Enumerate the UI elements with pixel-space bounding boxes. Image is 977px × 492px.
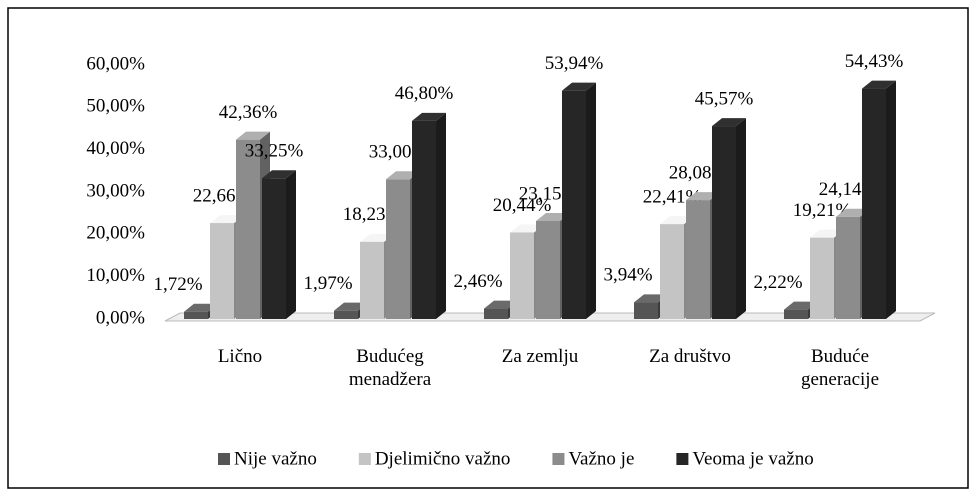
bar xyxy=(634,302,658,319)
bar-top xyxy=(236,131,270,140)
x-tick-label: Buduće generacije xyxy=(800,346,880,390)
bar-top xyxy=(784,301,818,310)
legend-marker xyxy=(358,453,371,465)
y-tick-label: 50,00% xyxy=(86,96,145,117)
bar-top xyxy=(836,208,870,217)
bar-top xyxy=(360,233,394,242)
bar xyxy=(660,224,684,319)
data-label: 42,36% xyxy=(219,102,278,123)
bar xyxy=(536,220,560,319)
bar xyxy=(784,309,808,319)
bar-top xyxy=(386,171,420,180)
x-tick-label: Lično xyxy=(217,346,263,367)
y-tick-label: 40,00% xyxy=(86,138,145,159)
bar-top xyxy=(634,294,668,303)
bar-top xyxy=(412,112,446,121)
bar xyxy=(836,216,860,319)
bar xyxy=(334,310,358,319)
bar-top xyxy=(262,170,296,179)
bar xyxy=(262,178,286,319)
y-tick-label: 30,00% xyxy=(86,180,145,201)
y-tick-label: 0,00% xyxy=(96,307,145,328)
data-label: 2,22% xyxy=(753,272,802,293)
legend-marker xyxy=(676,453,689,465)
bar-side xyxy=(436,112,446,319)
bar xyxy=(810,237,834,319)
legend-marker xyxy=(552,453,565,465)
bar xyxy=(360,241,384,319)
y-tick-label: 10,00% xyxy=(86,265,145,286)
bar xyxy=(184,311,208,319)
bar xyxy=(412,120,436,319)
y-tick-label: 60,00% xyxy=(86,53,145,74)
bar-top xyxy=(484,300,518,309)
x-tick-label: Za zemlju xyxy=(501,346,579,367)
bar-top xyxy=(334,302,368,311)
bar-top xyxy=(210,215,244,224)
bar-side xyxy=(886,80,896,319)
data-label: 33,25% xyxy=(245,141,304,162)
data-label: 3,94% xyxy=(603,265,652,286)
legend-label: Djelimično važno xyxy=(375,448,511,469)
bar-top xyxy=(712,118,746,127)
x-tick-label: Budućeg menadžera xyxy=(348,346,432,390)
bar xyxy=(510,232,534,319)
data-label: 20,44% xyxy=(493,195,552,216)
bar xyxy=(386,179,410,319)
bar xyxy=(686,200,710,319)
bar-top xyxy=(184,303,218,312)
data-label: 45,57% xyxy=(695,88,754,109)
data-label: 1,97% xyxy=(303,273,352,294)
bar xyxy=(210,223,234,319)
bar-top xyxy=(562,82,596,91)
data-label: 2,46% xyxy=(453,271,502,292)
data-label: 46,80% xyxy=(395,83,454,104)
x-tick-label: Za društvo xyxy=(649,346,731,367)
bar xyxy=(236,139,260,319)
bar-top xyxy=(660,216,694,225)
bar-top xyxy=(862,80,896,89)
bar-side xyxy=(586,82,596,320)
legend-label: Važno je xyxy=(568,448,634,469)
bar-top xyxy=(510,224,544,233)
legend-label: Nije važno xyxy=(234,448,317,469)
data-label: 54,43% xyxy=(845,51,904,72)
legend-marker xyxy=(218,453,230,465)
chart-border xyxy=(7,7,969,489)
legend-label: Veoma je važno xyxy=(692,448,813,469)
bar-side xyxy=(286,170,296,319)
y-tick-label: 20,00% xyxy=(86,223,145,244)
bar-top xyxy=(686,192,720,201)
bar xyxy=(712,126,736,319)
data-label: 1,72% xyxy=(153,274,202,295)
bar-top xyxy=(810,229,844,238)
bar xyxy=(484,308,508,319)
bar-top xyxy=(536,212,570,221)
bar xyxy=(562,90,586,320)
bar xyxy=(862,88,886,319)
data-label: 19,21% xyxy=(793,200,852,221)
data-label: 53,94% xyxy=(545,53,604,74)
bar-side xyxy=(736,118,746,319)
